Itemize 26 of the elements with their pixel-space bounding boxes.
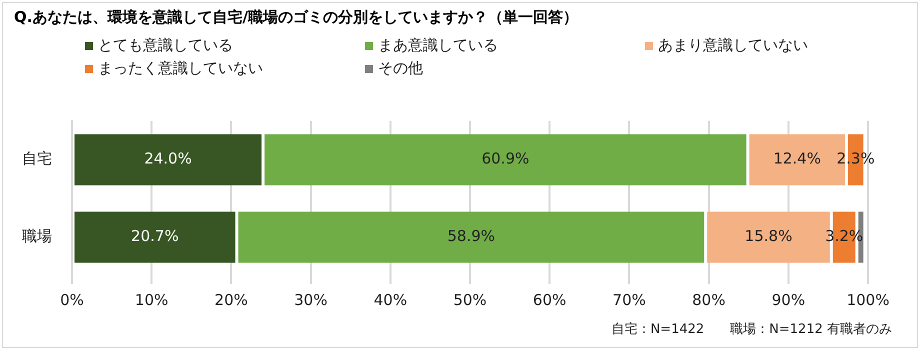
x-tick-label: 100%: [846, 290, 890, 309]
x-tick-label: 80%: [692, 290, 726, 309]
x-tick-label: 70%: [612, 290, 646, 309]
x-tick-label: 90%: [772, 290, 806, 309]
x-tick-label: 10%: [134, 290, 168, 309]
legend-label: あまり意識していない: [657, 36, 809, 55]
x-tick-label: 20%: [214, 290, 248, 309]
data-label: 15.8%: [744, 227, 792, 246]
legend-label: まあ意識している: [377, 36, 499, 55]
legend-label: まったく意識していない: [97, 59, 264, 78]
x-tick-label: 50%: [453, 290, 487, 309]
text: 自宅：N=1422 職場：N=1212 有職者のみ: [611, 321, 892, 338]
data-label: 12.4%: [773, 150, 821, 168]
data-label: 20.7%: [131, 227, 179, 246]
y-tick-label: 職場: [22, 227, 52, 246]
chart-title: Q.あなたは、環境を意識して自宅/職場のゴミの分別をしていますか？（単一回答）: [14, 8, 578, 27]
x-tick-label: 0%: [60, 290, 84, 309]
x-tick-label: 60%: [532, 290, 566, 309]
x-tick-label: 40%: [374, 290, 408, 309]
legend-label: とても意識している: [97, 36, 234, 55]
x-tick-label: 30%: [294, 290, 328, 309]
y-tick-label: 自宅: [22, 150, 52, 168]
data-label: 58.9%: [447, 227, 496, 246]
data-label: 60.9%: [482, 150, 530, 168]
legend-label: その他: [377, 59, 424, 78]
data-label: 24.0%: [144, 150, 192, 168]
